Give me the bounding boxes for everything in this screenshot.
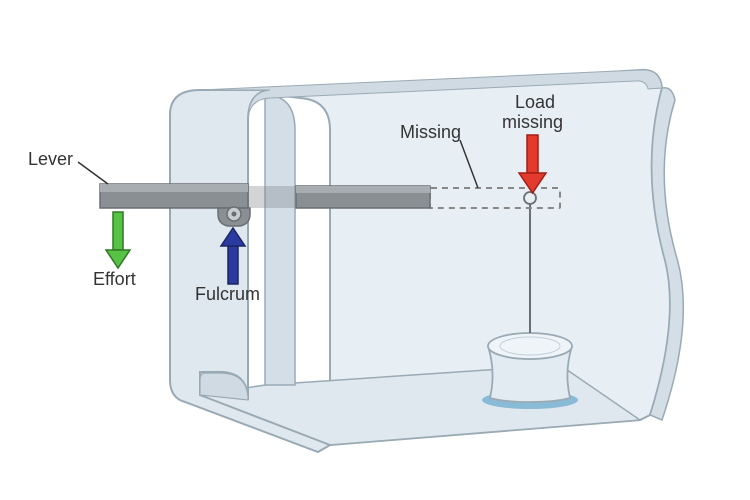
label-missing: Missing	[400, 122, 461, 142]
label-fulcrum: Fulcrum	[195, 284, 260, 304]
flush-plug	[482, 333, 578, 409]
label-lever: Lever	[28, 149, 73, 169]
label-load-2: missing	[502, 112, 563, 132]
lever-pointer	[78, 162, 108, 184]
effort-arrow	[106, 212, 130, 268]
lever-diagram: Lever Effort Fulcrum Missing Load missin…	[0, 0, 750, 500]
lever-bar-inside-hl	[296, 186, 430, 193]
tank-left-inner	[265, 95, 295, 385]
lever-through-wall	[248, 186, 296, 208]
fulcrum-pin-center	[232, 212, 237, 217]
lever-bar-outside-hl	[100, 184, 248, 192]
label-load-1: Load	[515, 92, 555, 112]
label-effort: Effort	[93, 269, 136, 289]
